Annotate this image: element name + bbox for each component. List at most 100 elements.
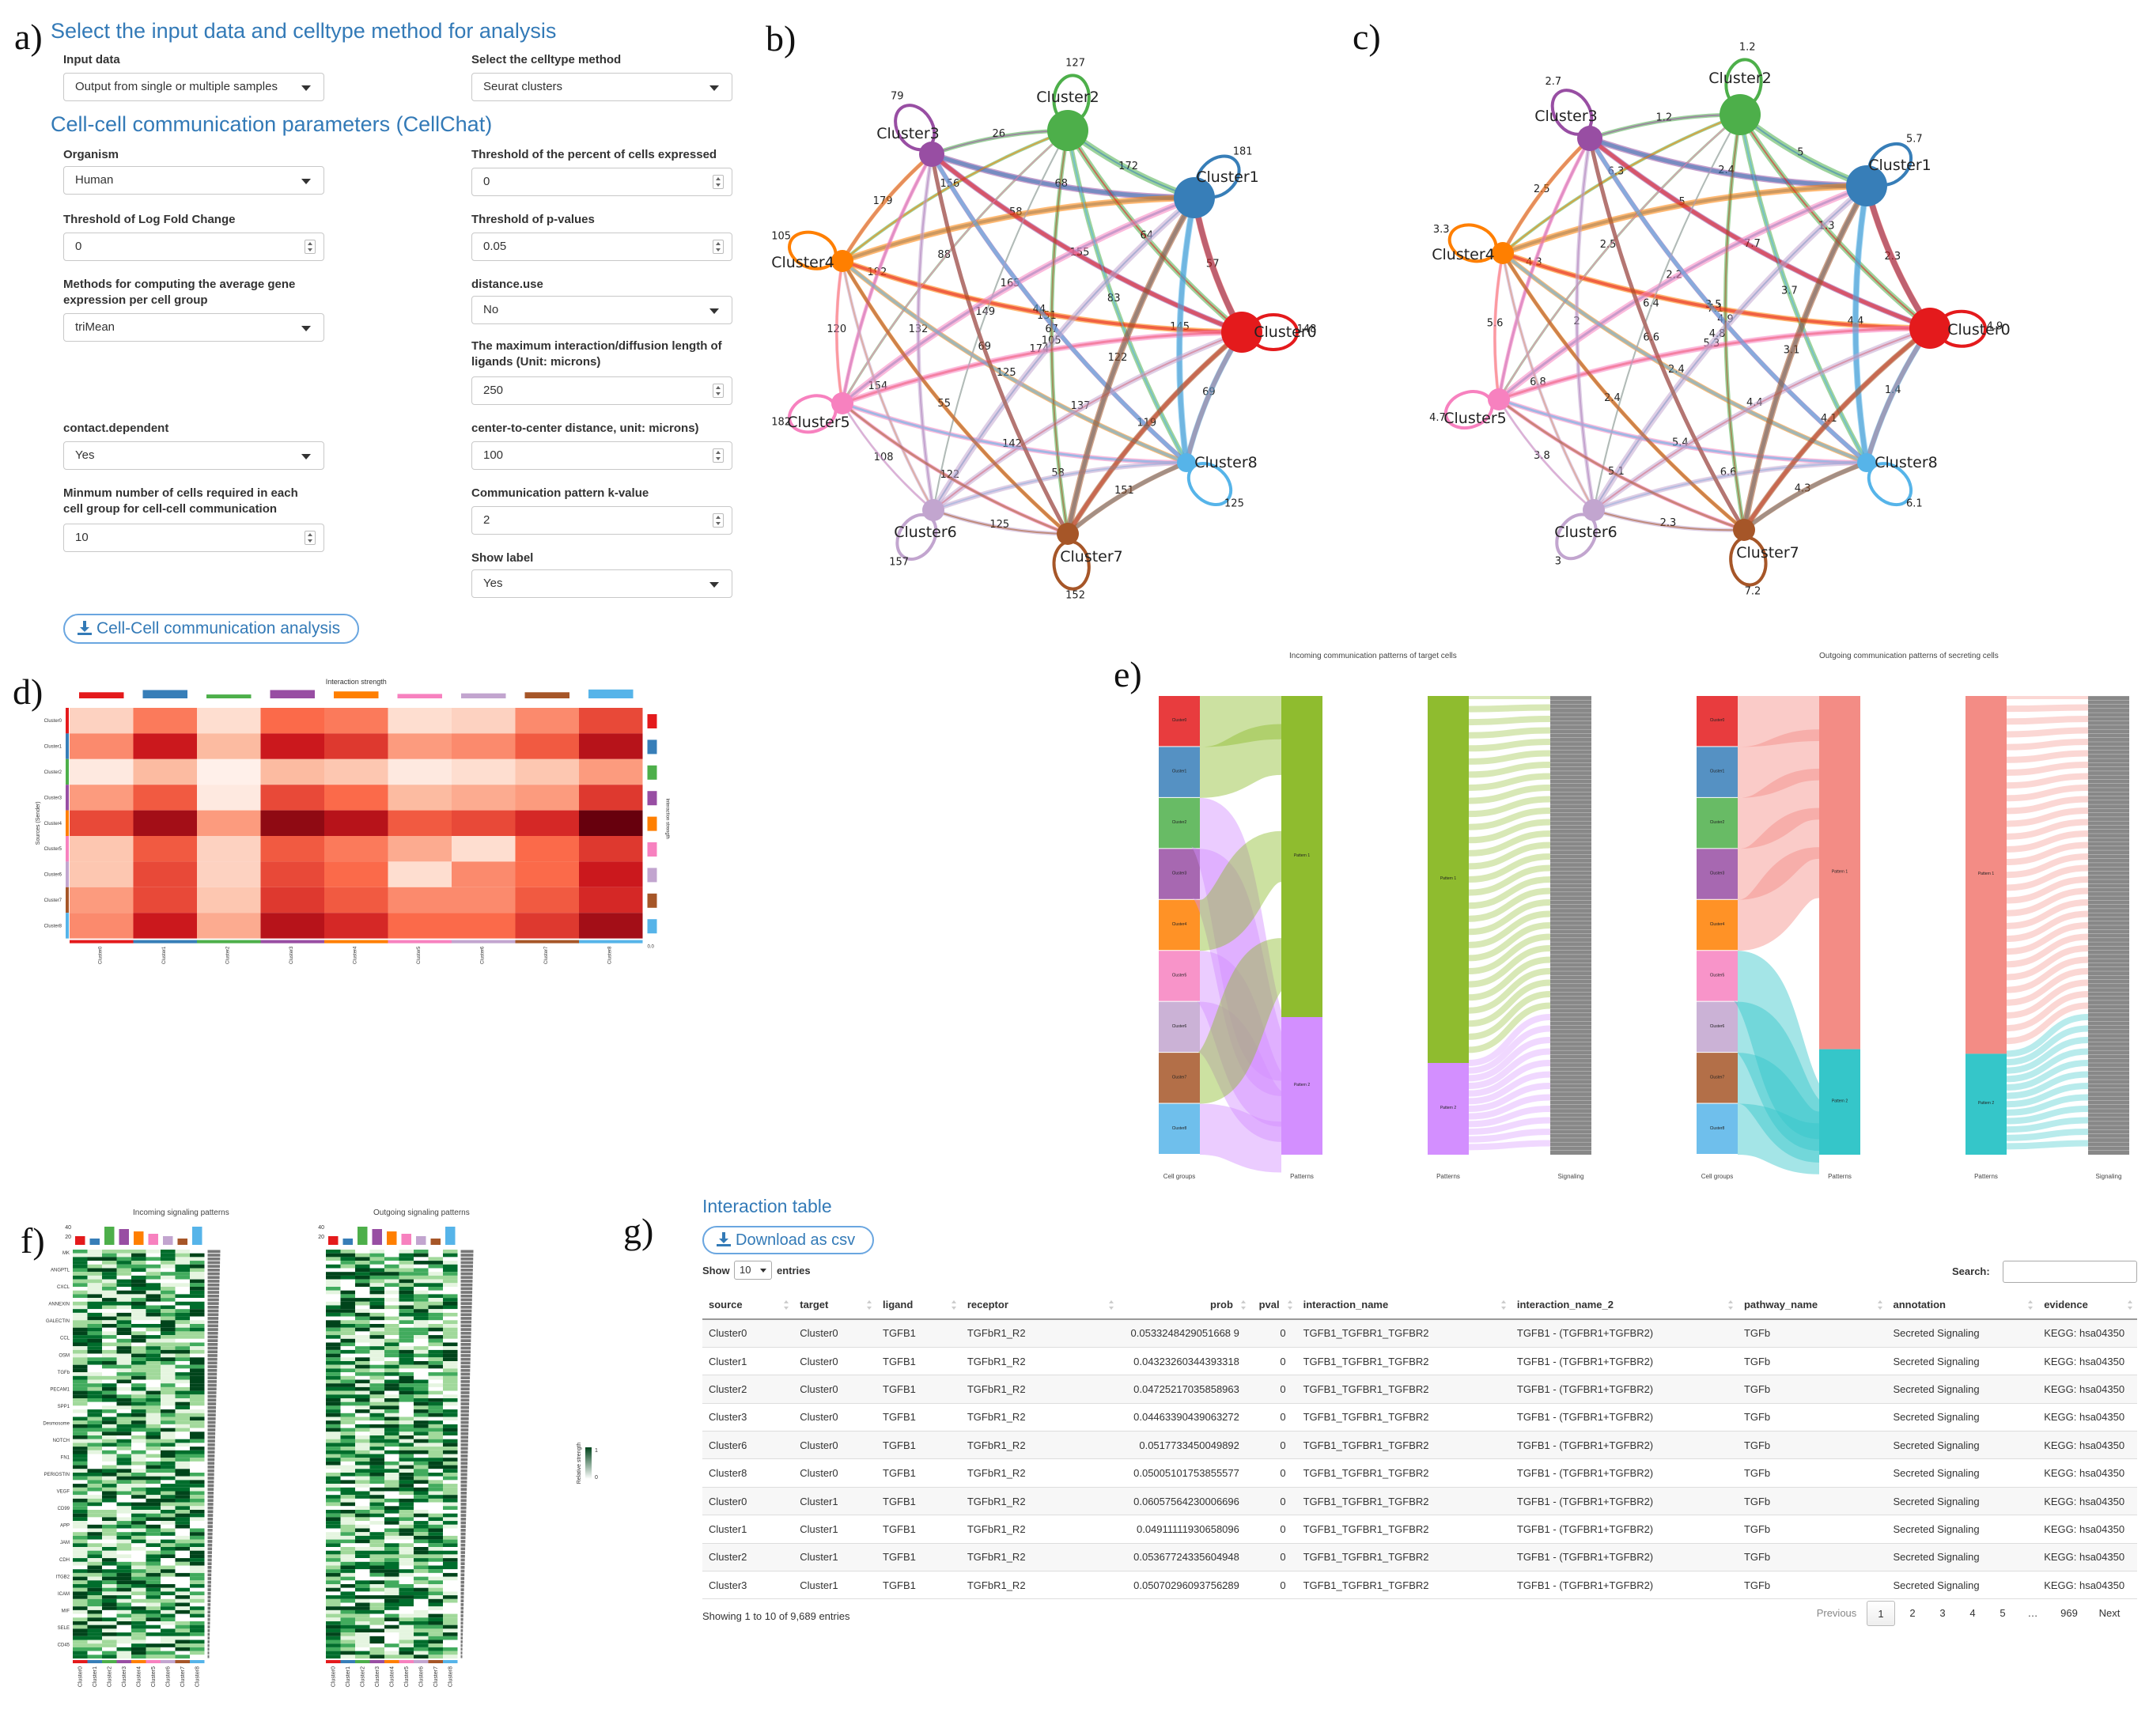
pagination-page[interactable]: 4 [1969,1607,1976,1619]
row-label: Cluster6 [44,873,62,878]
heatmap-cell [340,1364,355,1369]
column-header-evidence[interactable]: evidence [2037,1291,2137,1320]
heatmap-cell [190,1386,205,1391]
sort-icon[interactable] [784,1300,789,1310]
row-sum-bar [460,1409,469,1413]
max-len-input[interactable]: 250 [471,376,732,405]
stepper-icon[interactable] [305,531,316,545]
show-label-select[interactable]: Yes [471,569,732,598]
table-row[interactable]: Cluster2 Cluster0 TGFB1 TGFbR1_R2 0.04725217… [702,1375,2137,1404]
c2c-input[interactable]: 100 [471,441,732,470]
kvalue-input[interactable]: 2 [471,506,732,535]
pagination-page[interactable]: 3 [1939,1607,1946,1619]
network-edge [1852,185,1870,463]
min-cells-input[interactable]: 10 [63,524,324,552]
table-row[interactable]: Cluster6 Cluster0 TGFB1 TGFbR1_R2 0.05177334… [702,1431,2137,1460]
heatmap-cell [260,810,324,836]
heatmap-cell [369,1655,384,1658]
stepper-icon[interactable] [713,448,724,463]
sort-icon[interactable] [867,1300,872,1310]
heatmap-cell [161,1357,176,1361]
pagination-previous[interactable]: Previous [1816,1607,1857,1619]
distance-select[interactable]: No [471,296,732,324]
column-header-pathway-name[interactable]: pathway_name [1737,1291,1887,1320]
heatmap-cell [515,810,579,836]
sort-icon[interactable] [1108,1300,1114,1310]
sort-icon[interactable] [1240,1300,1246,1310]
download-csv-button[interactable]: Download as csv [702,1226,875,1254]
contact-select[interactable]: Yes [63,441,324,470]
heatmap-cell [116,1550,131,1555]
table-row[interactable]: Cluster0 Cluster0 TGFB1 TGFbR1_R2 0.05332484… [702,1319,2137,1348]
column-header-receptor[interactable]: receptor [960,1291,1118,1320]
table-row[interactable]: Cluster3 Cluster0 TGFB1 TGFbR1_R2 0.04463390… [702,1403,2137,1432]
celltype-select[interactable]: Seurat clusters [471,73,732,101]
heatmap-cell [428,1416,443,1421]
avg-method-label-line2: expression per cell group [63,293,208,307]
table-cell-pval: 0 [1250,1403,1297,1432]
stepper-icon[interactable] [713,240,724,254]
threshold-pct-input[interactable]: 0 [471,168,732,196]
column-header-interaction-name[interactable]: interaction_name [1296,1291,1511,1320]
avg-method-select[interactable]: triMean [63,313,324,342]
stepper-icon[interactable] [305,240,316,254]
sort-icon[interactable] [1877,1300,1882,1310]
table-row[interactable]: Cluster3 Cluster1 TGFB1 TGFbR1_R2 0.05070296… [702,1571,2137,1600]
heatmap-cell [73,1416,88,1421]
river-flow [1468,1117,1551,1135]
organism-select[interactable]: Human [63,166,324,195]
stepper-icon[interactable] [713,175,724,189]
sort-icon[interactable] [2128,1300,2132,1310]
heatmap-cell [102,1495,117,1499]
heatmap-cell [175,1484,190,1488]
heatmap-cell [340,1405,355,1410]
edge-weight-label: 4.7 [1429,412,1446,424]
heatmap-cell [116,1409,131,1413]
column-header-prob[interactable]: prob [1118,1291,1250,1320]
sort-icon[interactable] [2028,1300,2034,1310]
pagination-page[interactable]: 969 [2060,1607,2078,1619]
table-row[interactable]: Cluster8 Cluster0 TGFB1 TGFbR1_R2 0.05005101… [702,1458,2137,1488]
heatmap-cell [146,1469,161,1473]
page-size-select[interactable]: 10 [734,1261,772,1280]
column-header-interaction-name-2[interactable]: interaction_name_2 [1510,1291,1738,1320]
input-data-select[interactable]: Output from single or multiple samples [63,73,324,101]
heatmap-cell [116,1316,131,1321]
pval-input[interactable]: 0.05 [471,233,732,261]
heatmap-cell [324,810,388,836]
sort-icon[interactable] [951,1300,956,1310]
sort-icon[interactable] [1500,1300,1506,1310]
pagination-next[interactable]: Next [2098,1607,2121,1619]
column-header-source[interactable]: source [702,1291,794,1320]
column-header-ligand[interactable]: ligand [876,1291,961,1320]
row-color-strip [66,913,69,939]
logfc-input[interactable]: 0 [63,233,324,261]
heatmap-cell [369,1368,384,1373]
stepper-icon[interactable] [713,384,724,398]
heatmap-cell [116,1569,131,1573]
pagination-page[interactable]: 5 [2000,1607,2006,1619]
sort-icon[interactable] [1727,1300,1733,1310]
params-section-title: Cell-cell communication parameters (Cell… [51,112,493,136]
run-analysis-button[interactable]: Cell-Cell communication analysis [63,614,360,644]
cell-group-bar [1159,849,1200,899]
pagination-page[interactable]: 1 [1867,1601,1895,1626]
search-input[interactable] [2003,1261,2137,1283]
row-sum-bar [460,1562,465,1565]
column-header-annotation[interactable]: annotation [1886,1291,2038,1320]
table-row[interactable]: Cluster1 Cluster1 TGFB1 TGFbR1_R2 0.04911111… [702,1515,2137,1544]
heatmap-cell [131,1349,146,1354]
table-row[interactable]: Cluster2 Cluster1 TGFB1 TGFbR1_R2 0.05367724… [702,1543,2137,1572]
column-header-pval[interactable]: pval [1250,1291,1297,1320]
heatmap-cell [355,1398,370,1402]
stepper-icon[interactable] [713,513,724,528]
pagination-page[interactable]: 2 [1909,1607,1916,1619]
heatmap-cell [175,1250,190,1254]
heatmap-cell [175,1398,190,1402]
column-header-target[interactable]: target [793,1291,876,1320]
table-cell-annotation: Secreted Signaling [1886,1543,2038,1572]
table-row[interactable]: Cluster0 Cluster1 TGFB1 TGFbR1_R2 0.06057564… [702,1487,2137,1516]
row-sum-bar [207,1328,218,1331]
sort-icon[interactable] [1287,1300,1292,1310]
table-row[interactable]: Cluster1 Cluster0 TGFB1 TGFbR1_R2 0.04323260… [702,1347,2137,1376]
